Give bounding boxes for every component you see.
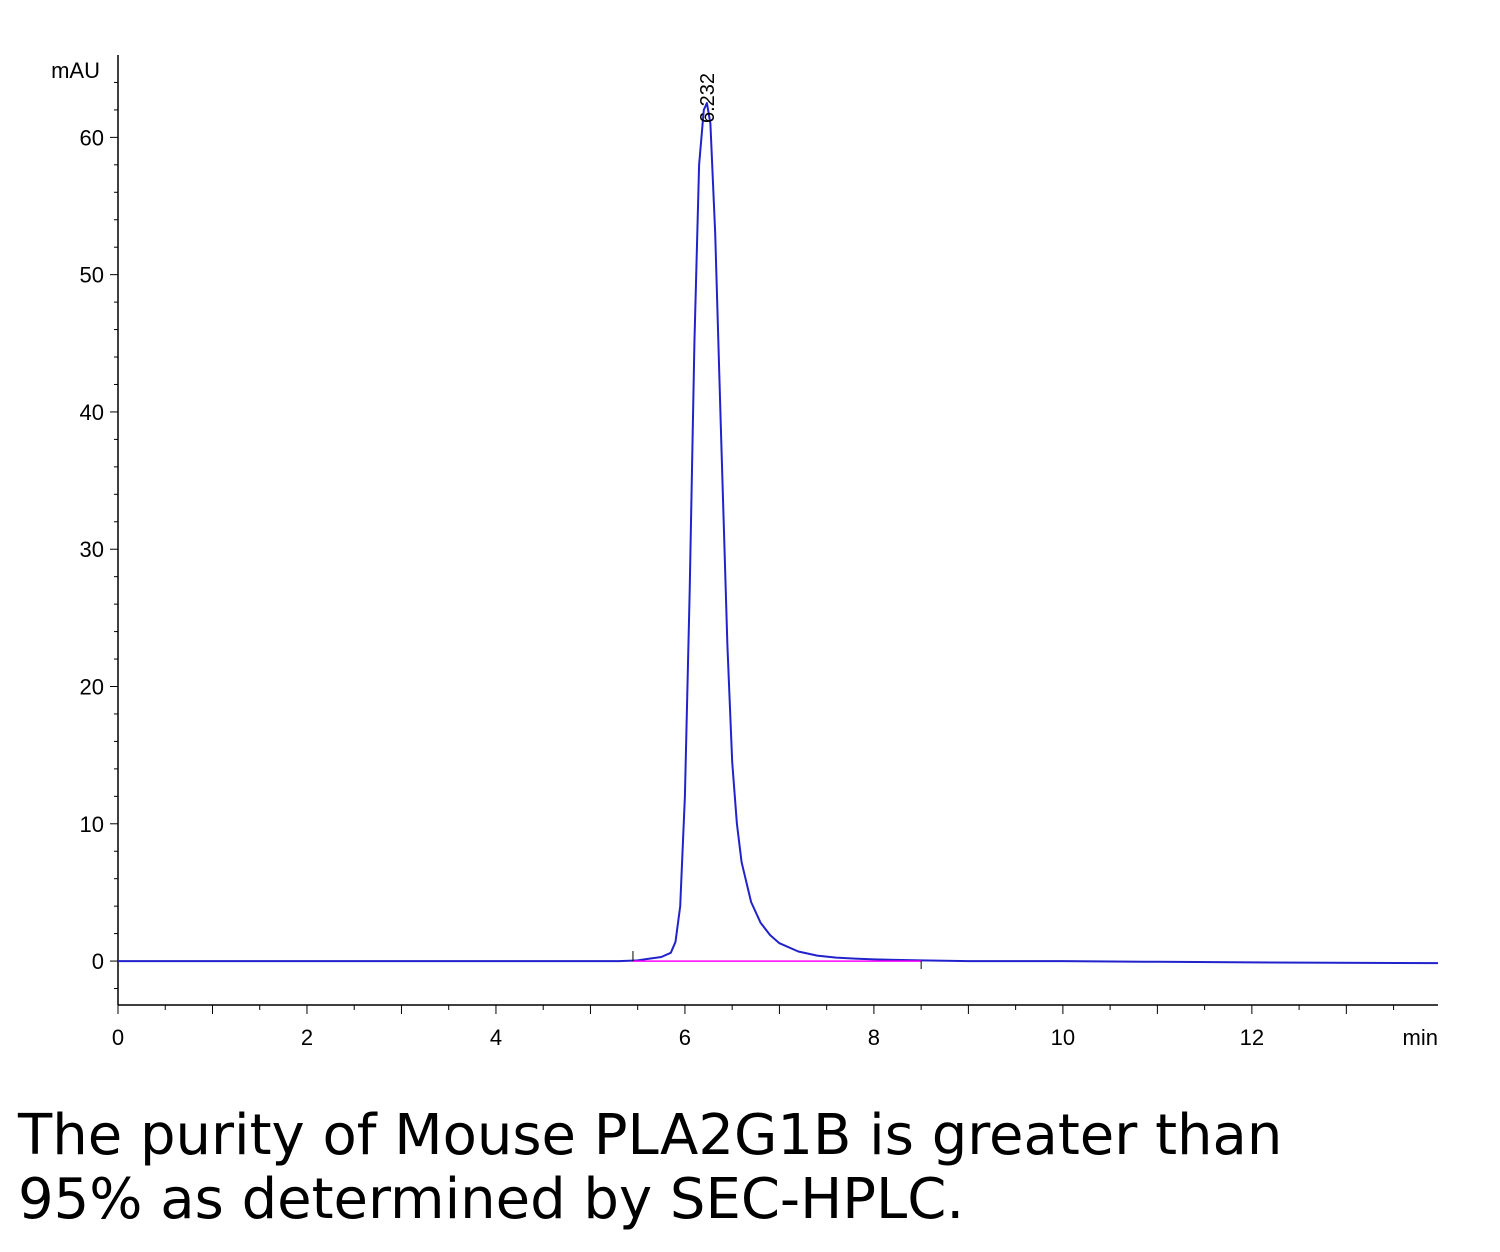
peak-retention-label: 6.232 <box>697 73 719 123</box>
x-tick-label: 10 <box>1051 1025 1075 1050</box>
chromatogram-chart: mAU min 0 10 20 30 40 50 60 0 2 4 6 8 10 12 6.232 <box>51 55 1439 1050</box>
x-tick-label: 2 <box>301 1025 313 1050</box>
y-tick-label: 10 <box>80 812 104 837</box>
y-tick-label: 40 <box>80 400 104 425</box>
y-axis-unit-label: mAU <box>51 58 100 83</box>
x-tick-label: 0 <box>112 1025 124 1050</box>
caption-line-2: 95% as determined by SEC-HPLC. <box>18 1167 965 1232</box>
axes <box>117 55 1438 1006</box>
ticks <box>110 81 1395 1014</box>
y-tick-label: 20 <box>80 675 104 700</box>
y-tick-label: 50 <box>80 263 104 288</box>
x-tick-label: 12 <box>1240 1025 1264 1050</box>
chromatogram-trace <box>118 102 1439 965</box>
x-tick-label: 4 <box>490 1025 502 1050</box>
x-axis-unit-label: min <box>1403 1025 1438 1050</box>
y-tick-label: 0 <box>92 949 104 974</box>
y-tick-label: 30 <box>80 537 104 562</box>
figure-caption: The purity of Mouse PLA2G1B is greater t… <box>18 1104 1478 1232</box>
labels: mAU min 0 10 20 30 40 50 60 0 2 4 6 8 10 12 6.232 <box>51 58 1438 1050</box>
x-tick-label: 6 <box>679 1025 691 1050</box>
y-tick-label: 60 <box>80 125 104 150</box>
caption-line-1: The purity of Mouse PLA2G1B is greater t… <box>18 1103 1283 1168</box>
series <box>118 102 1439 970</box>
x-tick-label: 8 <box>868 1025 880 1050</box>
